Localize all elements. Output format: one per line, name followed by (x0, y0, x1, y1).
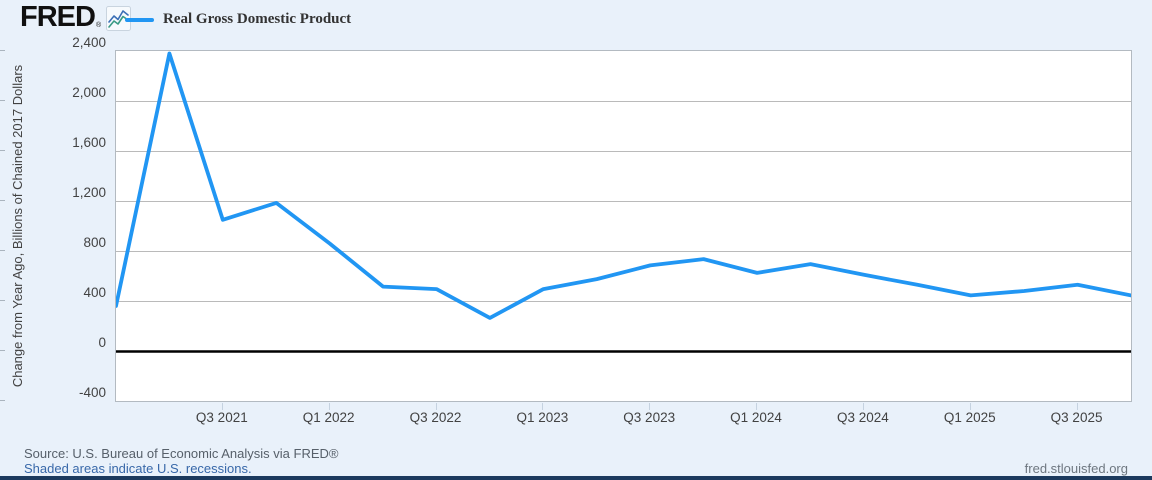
y-axis-tick-mark (0, 350, 5, 351)
series-legend[interactable]: Real Gross Domestic Product (125, 11, 351, 28)
y-axis-tick-mark (0, 200, 5, 201)
y-axis-tick-label: 400 (83, 285, 106, 300)
x-axis-tick-label: Q3 2021 (195, 410, 248, 425)
fred-logo-text: FRED (20, 1, 96, 33)
y-axis-tick-label: 0 (98, 335, 106, 350)
x-axis-tick-label: Q1 2024 (730, 410, 782, 425)
x-axis-tick-label: Q3 2024 (836, 410, 889, 425)
x-axis-tick-mark (222, 403, 223, 410)
x-axis-tick-mark (756, 403, 757, 410)
x-axis-tick-label: Q1 2025 (943, 410, 996, 425)
y-axis-tick-label: 800 (83, 235, 106, 250)
gdp-series-line[interactable] (116, 51, 1131, 320)
plot-area[interactable] (115, 50, 1132, 402)
x-axis-tick-label: Q3 2025 (1050, 410, 1103, 425)
x-axis-tick-label: Q1 2022 (302, 410, 355, 425)
legend-series-label: Real Gross Domestic Product (163, 11, 352, 27)
y-axis-tick-label: 2,400 (72, 35, 106, 50)
x-axis-tick-label: Q1 2023 (516, 410, 569, 425)
y-axis-tick-mark (0, 150, 5, 151)
y-axis-tick-mark (0, 250, 5, 251)
y-axis-tick-mark (0, 100, 5, 101)
legend-line-swatch (125, 17, 154, 22)
source-attribution: Source: U.S. Bureau of Economic Analysis… (24, 446, 339, 461)
x-axis-tick-mark (649, 403, 650, 410)
y-axis-tick-mark (0, 50, 5, 51)
x-axis-tick-mark (329, 403, 330, 410)
y-axis-tick-mark (0, 400, 5, 401)
y-axis-tick-label: -400 (78, 385, 106, 400)
x-axis-tick-mark (863, 403, 864, 410)
bottom-accent-bar (0, 476, 1152, 480)
y-axis-tick-mark (0, 300, 5, 301)
y-axis-tick-label: 1,600 (72, 135, 106, 150)
fred-logo[interactable]: FRED ® (20, 1, 132, 36)
x-axis-tick-mark (970, 403, 971, 410)
x-axis-tick-mark (436, 403, 437, 410)
x-axis-tick-label: Q3 2022 (409, 410, 462, 425)
recession-note-link[interactable]: Shaded areas indicate U.S. recessions. (24, 461, 252, 476)
x-axis-tick-mark (542, 403, 543, 410)
x-axis-tick-label: Q3 2023 (623, 410, 676, 425)
x-axis-tick-mark (1077, 403, 1078, 410)
fred-site-link[interactable]: fred.stlouisfed.org (1024, 461, 1128, 476)
y-axis-tick-label: 2,000 (72, 85, 106, 100)
registered-trademark: ® (95, 22, 102, 29)
y-axis-tick-label: 1,200 (72, 185, 106, 200)
gdp-line-chart (116, 51, 1131, 353)
